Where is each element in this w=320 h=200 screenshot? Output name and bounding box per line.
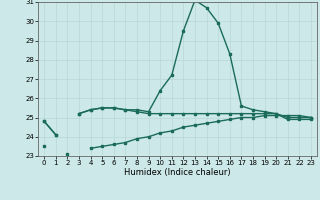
X-axis label: Humidex (Indice chaleur): Humidex (Indice chaleur) [124,168,231,177]
